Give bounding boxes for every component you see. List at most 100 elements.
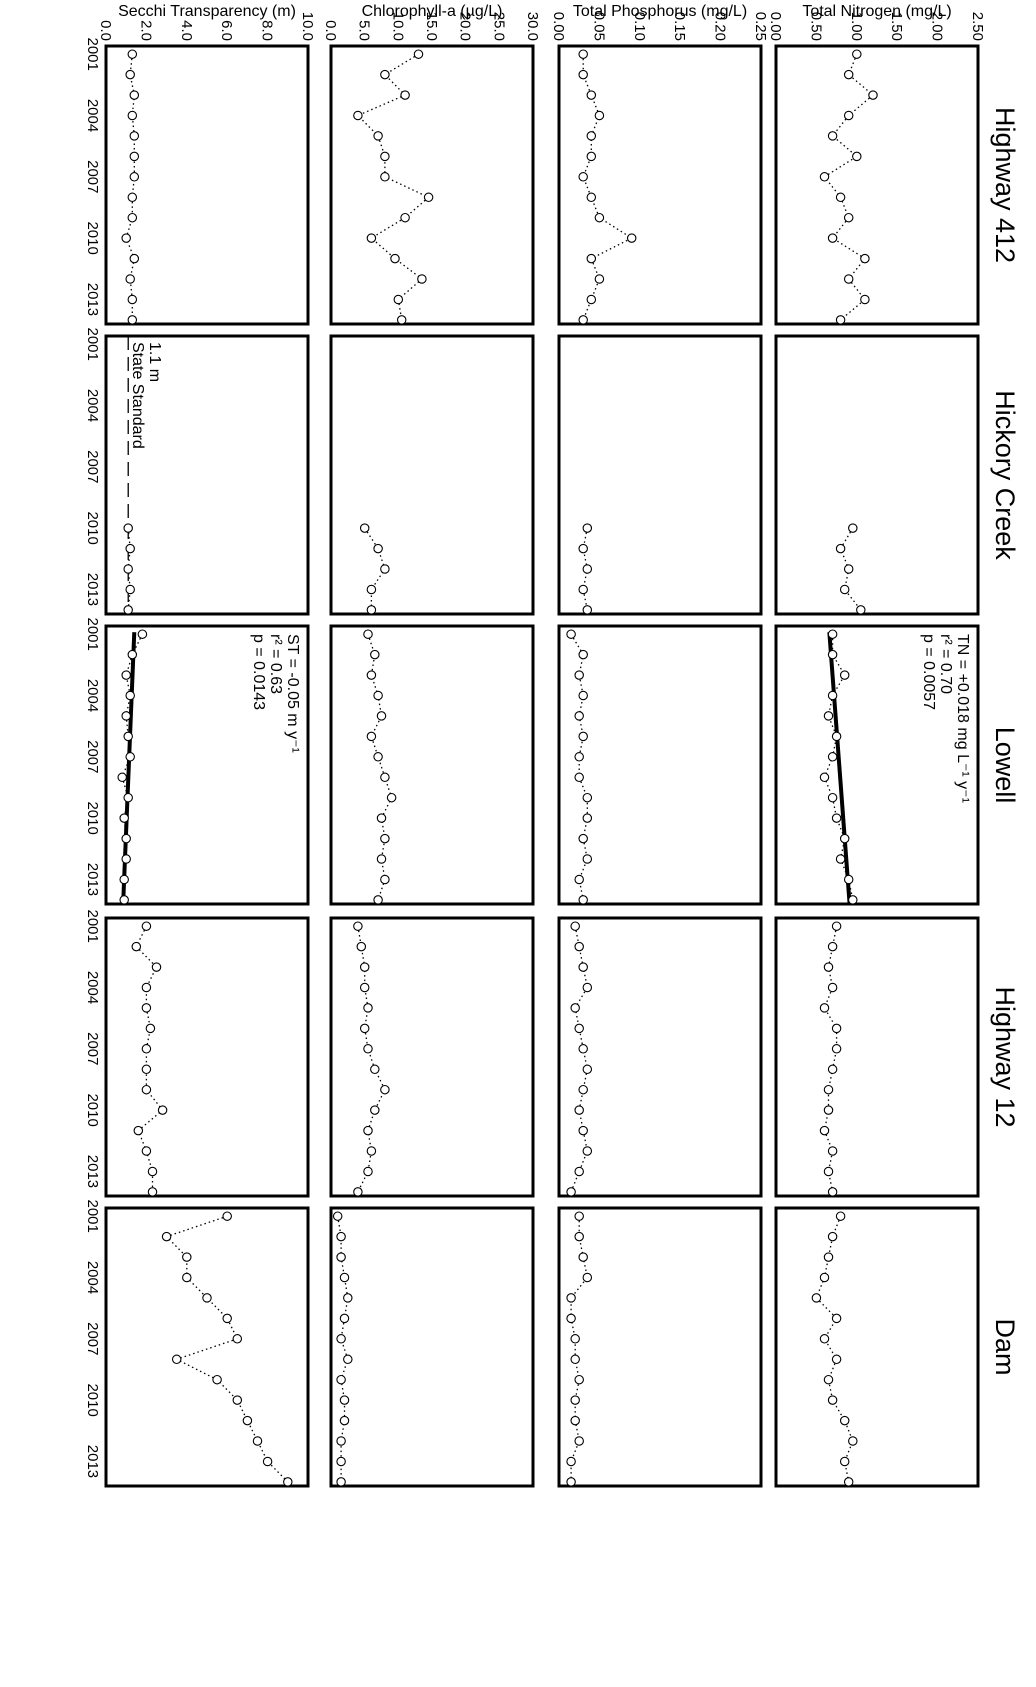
data-point	[823, 1374, 834, 1385]
data-point	[359, 982, 370, 993]
trend-stat-label: p = 0.0057	[920, 634, 937, 710]
data-point	[574, 670, 584, 680]
data-point	[373, 895, 383, 905]
panel-frame	[329, 334, 535, 616]
x-tick-label: 2013	[84, 283, 101, 316]
data-point	[121, 833, 131, 844]
data-point	[182, 1272, 192, 1283]
data-point	[125, 752, 135, 762]
data-point	[147, 1187, 158, 1197]
data-point	[121, 670, 131, 680]
data-point	[819, 1334, 830, 1344]
data-point	[141, 1084, 152, 1095]
data-point	[212, 1374, 222, 1385]
data-point	[860, 294, 870, 305]
rotated-figure-group: Highway 412 Hickory Creek Lowell Highway 12…	[84, 3, 1020, 1488]
data-point	[131, 941, 142, 952]
data-point	[363, 1125, 373, 1136]
data-point	[123, 792, 133, 803]
y-axis-label: Total Phosphorus (mg/L)	[573, 3, 747, 20]
data-point	[376, 711, 387, 721]
data-point	[586, 192, 597, 203]
data-point	[843, 212, 854, 223]
data-point	[578, 315, 588, 325]
data-point	[390, 253, 400, 264]
data-point	[380, 1084, 390, 1095]
data-point	[566, 1293, 576, 1303]
y-tick-label: 10.0	[389, 12, 406, 41]
data-point	[574, 941, 584, 952]
data-point	[332, 1211, 343, 1221]
data-point	[574, 1374, 584, 1385]
trend-stat-label: TN = +0.018 mg L⁻¹ y⁻¹	[954, 634, 971, 803]
data-point	[582, 605, 593, 615]
data-point	[831, 731, 842, 742]
panel-frame	[329, 44, 535, 326]
data-point	[843, 69, 854, 80]
data-point	[574, 1166, 584, 1177]
series-connector	[165, 1215, 289, 1483]
data-point	[594, 212, 605, 223]
site-title: Highway 412	[990, 107, 1020, 263]
x-tick-label: 2010	[84, 1093, 101, 1126]
data-point	[336, 1436, 346, 1446]
trend-stat-label: r² = 0.63	[267, 634, 284, 694]
panel-frame	[329, 1206, 535, 1488]
panel-frame	[774, 334, 980, 616]
y-axis-label: Chlorophyll-a (µg/L)	[362, 3, 503, 20]
data-point	[823, 711, 834, 721]
data-point	[578, 962, 588, 972]
reference-value-label: 1.1 m	[146, 342, 163, 382]
data-point	[336, 1374, 346, 1385]
data-point	[141, 1003, 152, 1013]
data-point	[827, 792, 838, 803]
data-point	[359, 1023, 370, 1034]
y-tick-label: 10.0	[299, 12, 316, 41]
y-tick-label: 30.0	[524, 12, 541, 41]
data-point	[582, 982, 593, 993]
data-point	[839, 1415, 850, 1426]
y-tick-label: 0.25	[752, 12, 769, 41]
data-point	[400, 90, 410, 100]
data-point	[852, 49, 862, 59]
x-tick-label: 2013	[84, 863, 101, 896]
panel-frame	[557, 44, 763, 326]
data-point	[370, 649, 380, 660]
data-point	[843, 874, 854, 885]
x-tick-label: 2007	[84, 1032, 101, 1065]
data-point	[586, 253, 597, 264]
data-point	[819, 1272, 830, 1283]
data-point	[831, 921, 842, 931]
y-tick-label: 1.00	[848, 12, 865, 41]
y-tick-label: 0.0	[322, 20, 339, 41]
data-point	[831, 1023, 842, 1034]
data-point	[566, 1313, 576, 1324]
data-point	[133, 1125, 144, 1136]
y-tick-label: 0.05	[590, 12, 607, 41]
data-point	[370, 1064, 380, 1075]
data-point	[827, 649, 838, 660]
data-point	[363, 1044, 373, 1054]
data-point	[182, 1252, 192, 1262]
data-point	[570, 1354, 580, 1365]
y-tick-label: 0.50	[807, 12, 824, 41]
data-point	[578, 690, 588, 701]
data-point	[582, 1064, 593, 1075]
trend-stat-label: p = 0.0143	[250, 634, 267, 710]
data-point	[839, 1456, 850, 1467]
data-point	[363, 1166, 373, 1177]
panel-frame	[774, 44, 980, 326]
data-point	[574, 1231, 584, 1242]
x-tick-label: 2004	[84, 389, 101, 422]
data-point	[119, 874, 129, 885]
data-point	[141, 921, 152, 931]
data-point	[343, 1293, 353, 1303]
data-point	[283, 1477, 293, 1487]
data-point	[582, 813, 593, 823]
panel-frame	[104, 44, 310, 326]
data-point	[578, 1252, 588, 1262]
data-point	[262, 1456, 273, 1467]
data-point	[339, 1272, 350, 1283]
data-point	[578, 649, 588, 660]
